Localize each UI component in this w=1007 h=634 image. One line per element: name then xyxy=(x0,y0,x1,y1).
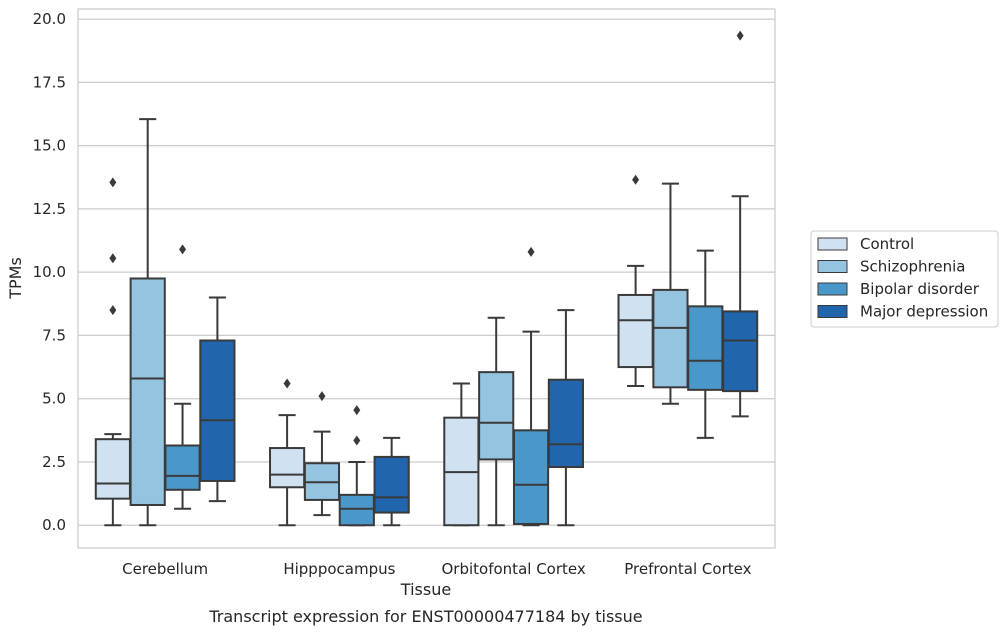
outlier-point xyxy=(353,435,361,446)
box xyxy=(652,288,689,389)
box xyxy=(164,444,201,491)
y-axis-label: TPMs xyxy=(6,257,25,300)
y-tick-label: 15.0 xyxy=(33,137,66,155)
legend-swatch xyxy=(817,260,848,273)
legend-swatch xyxy=(817,237,848,251)
y-tick-labels: 0.0 2.5 5.0 7.5 10.0 12.5 15.0 17.5 20.0 xyxy=(33,10,66,534)
box xyxy=(199,339,236,482)
legend-swatch xyxy=(817,305,848,318)
x-tick-labels: Cerebellum Hipppocampus Orbitofontal Corte… xyxy=(122,560,751,578)
x-tick-label: Cerebellum xyxy=(122,560,208,578)
legend-label: Bipolar disorder xyxy=(860,280,980,298)
x-axis-label: Tissue xyxy=(400,580,451,599)
outlier-point xyxy=(179,244,187,255)
legend-frame xyxy=(810,230,999,328)
box xyxy=(617,293,654,369)
chart-title: Transcript expression for ENST0000047718… xyxy=(208,607,642,626)
legend-swatch xyxy=(817,282,848,296)
box xyxy=(94,438,131,500)
box xyxy=(373,455,410,514)
box xyxy=(722,310,759,393)
box xyxy=(512,429,550,525)
y-tick-label: 20.0 xyxy=(33,10,66,28)
box xyxy=(547,378,584,469)
legend: Control Schizophrenia Bipolar disorder Majo… xyxy=(810,230,999,328)
box-plots xyxy=(94,30,759,527)
box xyxy=(338,493,375,527)
legend-label: Control xyxy=(860,235,914,253)
outlier-point xyxy=(109,253,117,264)
outlier-point xyxy=(353,405,361,416)
outlier-point xyxy=(109,305,117,316)
y-tick-label: 17.5 xyxy=(33,73,66,91)
legend-label: Major depression xyxy=(860,303,988,321)
box xyxy=(687,305,724,391)
outlier-point xyxy=(527,246,535,257)
x-tick-label: Prefrontal Cortex xyxy=(624,560,751,578)
legend-label: Schizophrenia xyxy=(860,258,965,276)
y-tick-label: 10.0 xyxy=(33,263,66,281)
box xyxy=(129,277,166,506)
outlier-point xyxy=(736,30,744,41)
grid-lines xyxy=(78,18,775,526)
y-tick-label: 7.5 xyxy=(42,326,66,344)
box xyxy=(478,371,515,461)
outlier-point xyxy=(632,174,640,185)
box xyxy=(269,447,306,489)
outlier-point xyxy=(283,378,291,389)
outlier-point xyxy=(109,177,117,188)
x-tick-label: Orbitofontal Cortex xyxy=(442,560,586,578)
x-tick-label: Hipppocampus xyxy=(283,560,395,578)
outlier-point xyxy=(318,391,326,402)
legend-items: Control Schizophrenia Bipolar disorder Majo… xyxy=(817,235,988,321)
y-tick-label: 0.0 xyxy=(42,516,66,534)
y-tick-label: 5.0 xyxy=(42,390,66,408)
y-tick-label: 2.5 xyxy=(42,453,66,471)
plot-frame xyxy=(77,8,776,549)
y-tick-label: 12.5 xyxy=(33,200,66,218)
